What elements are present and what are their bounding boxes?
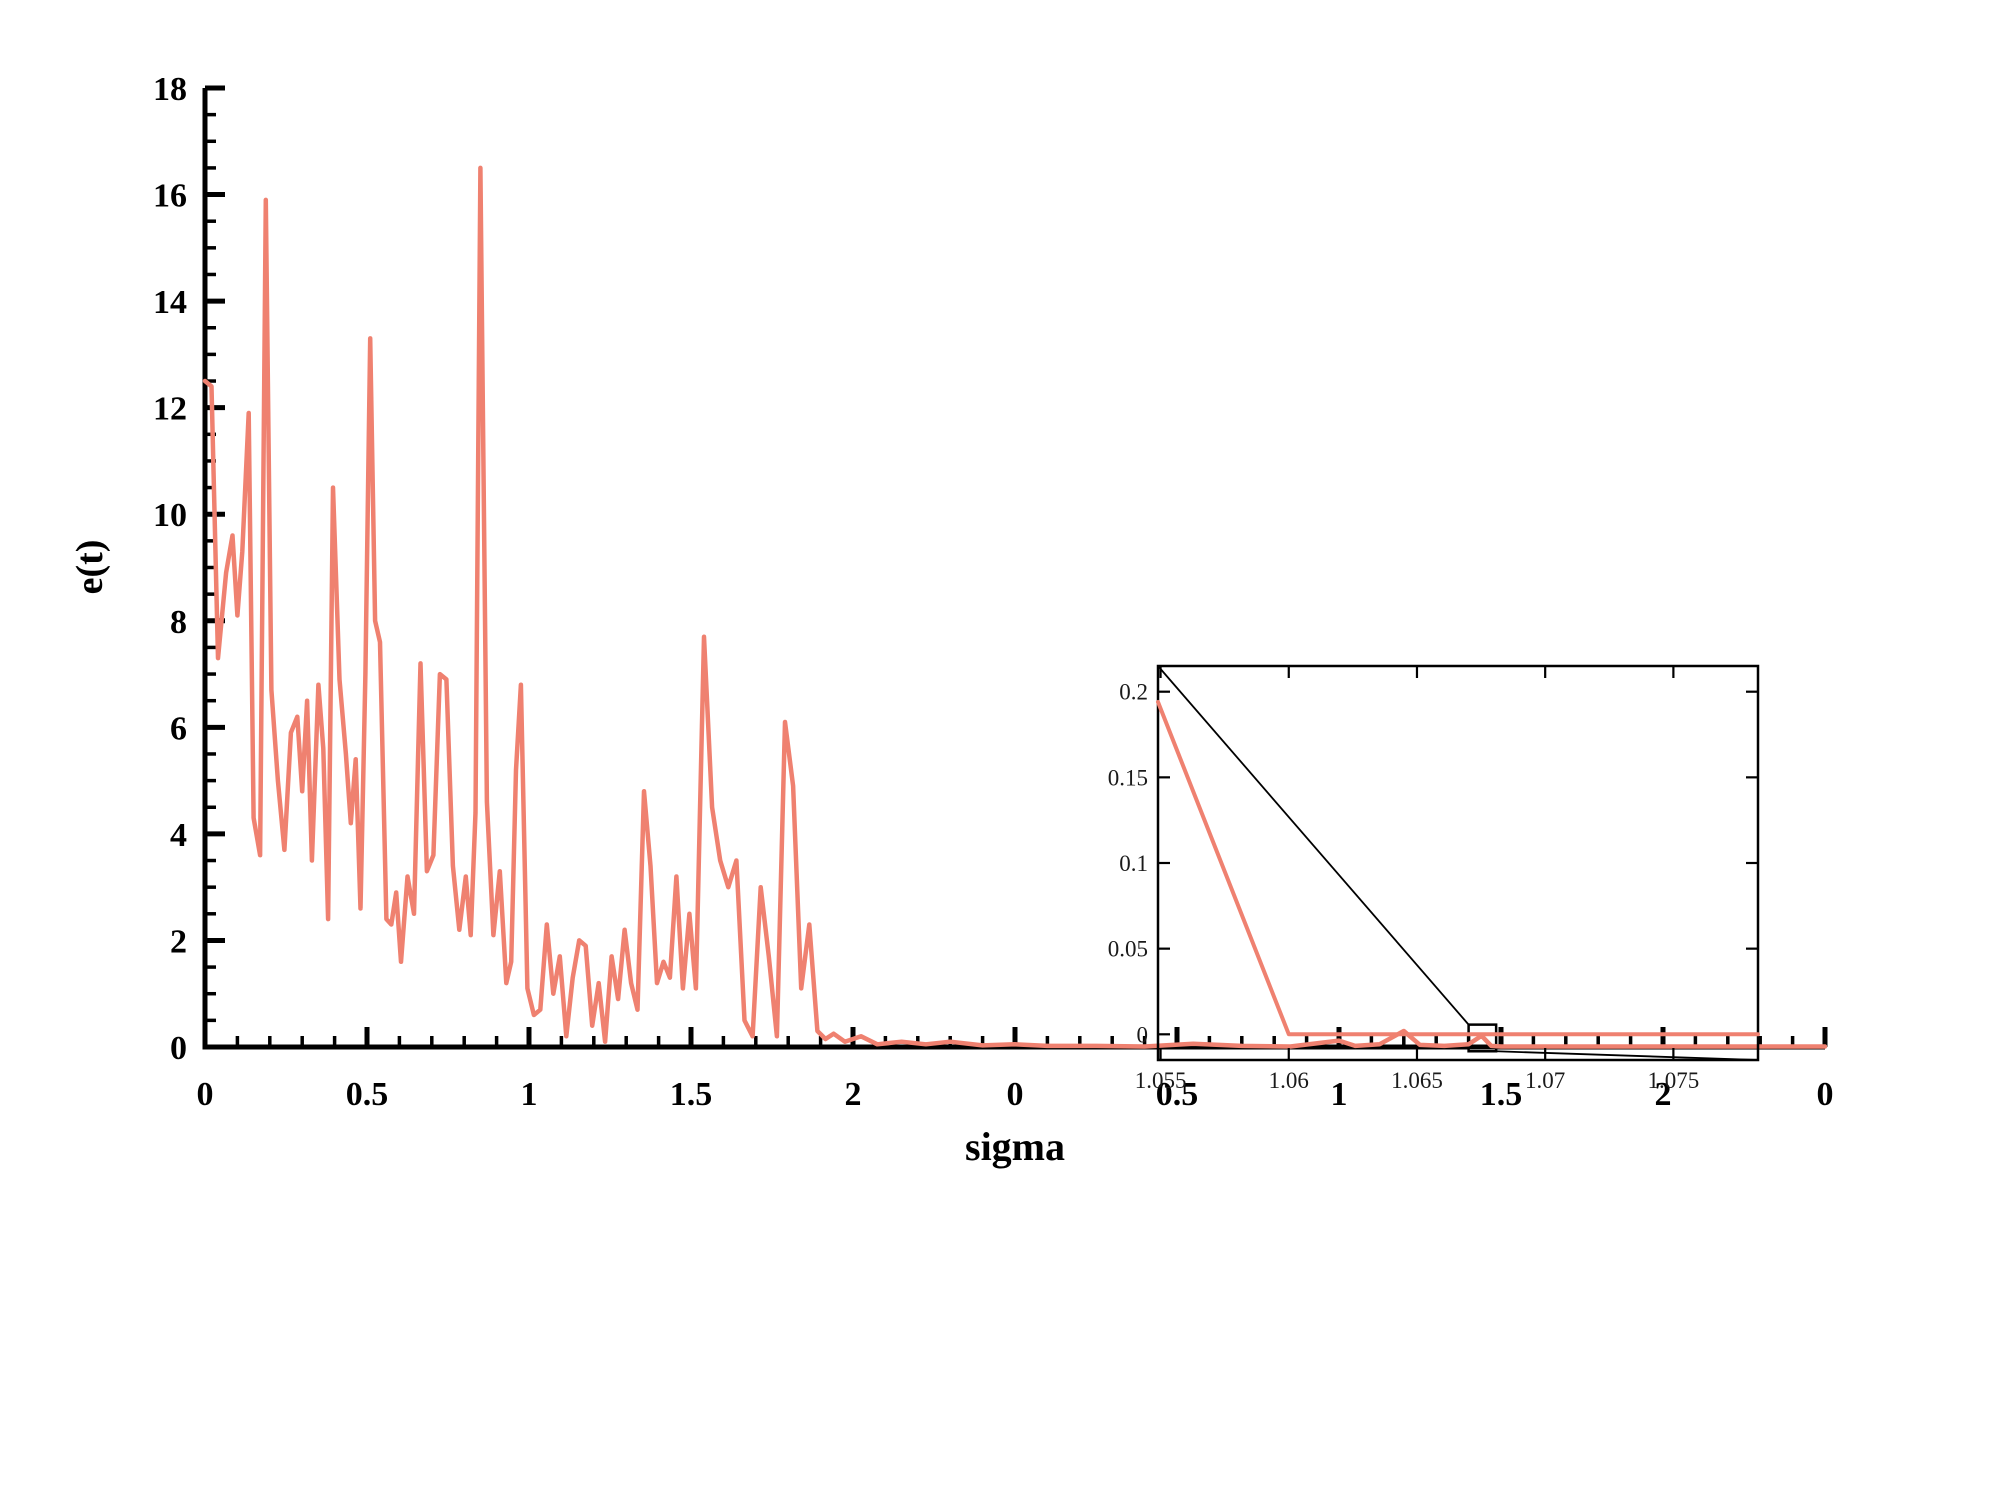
inset-x-tick-label: 1.06 [1269,1068,1309,1093]
y-tick-label: 8 [170,604,187,641]
inset-x-tick-label: 1.075 [1648,1068,1700,1093]
x-tick-label: 0.5 [1156,1076,1199,1113]
y-tick-label: 2 [170,923,187,960]
y-tick-label: 4 [170,817,187,854]
x-tick-label: 2 [845,1076,862,1113]
axis-lines [202,88,1825,1050]
inset-axes: 1.055 1.06 1.065 1.07 1.075 0 0.05 0.1 0.15 0.2 [1108,664,1760,1093]
x-tick-label: 0 [1007,1076,1024,1113]
callout-line-lower [1496,1050,1759,1061]
x-tick-label: 2 [1655,1076,1672,1113]
x-tick-label: 1 [1331,1076,1348,1113]
inset-x-tick-label: 1.055 [1135,1068,1187,1093]
inset-y-tick-label: 0.15 [1108,765,1148,790]
x-axis-label: sigma [965,1124,1065,1169]
y-tick-label: 10 [153,497,187,534]
inset-box [1156,664,1760,1062]
x-tick-label: 1.5 [1480,1076,1523,1113]
inset-x-tick-label: 1.065 [1391,1068,1443,1093]
zoom-callout [1157,665,1759,1061]
inset-y-tick-label: 0 [1137,1022,1149,1047]
x-tick-label: 0 [197,1076,214,1113]
y-tick-label: 12 [153,391,187,428]
inset-y-tick-label: 0.05 [1108,937,1148,962]
y-tick-label: 16 [153,178,187,215]
y-axis-label: e(t) [69,540,111,595]
inset-series-line [1156,700,1760,1037]
main-series [202,165,1828,1049]
inset-x-tick-label: 1.07 [1525,1068,1565,1093]
y-tick-label: 6 [170,710,187,747]
x-tick-label: 0.5 [346,1076,389,1113]
main-series-line [202,165,1828,1049]
y-tick-label: 14 [153,284,187,321]
x-tick-label: 1 [521,1076,538,1113]
x-tick-label: 1.5 [670,1076,713,1113]
y-tick-label: 0 [170,1030,187,1067]
inset-y-tick-label: 0.2 [1119,680,1148,705]
callout-line-upper [1157,665,1470,1026]
x-tick-label: 0 [1817,1076,1834,1113]
inset-y-tick-label: 0.1 [1119,851,1148,876]
y-tick-label: 18 [153,71,187,108]
